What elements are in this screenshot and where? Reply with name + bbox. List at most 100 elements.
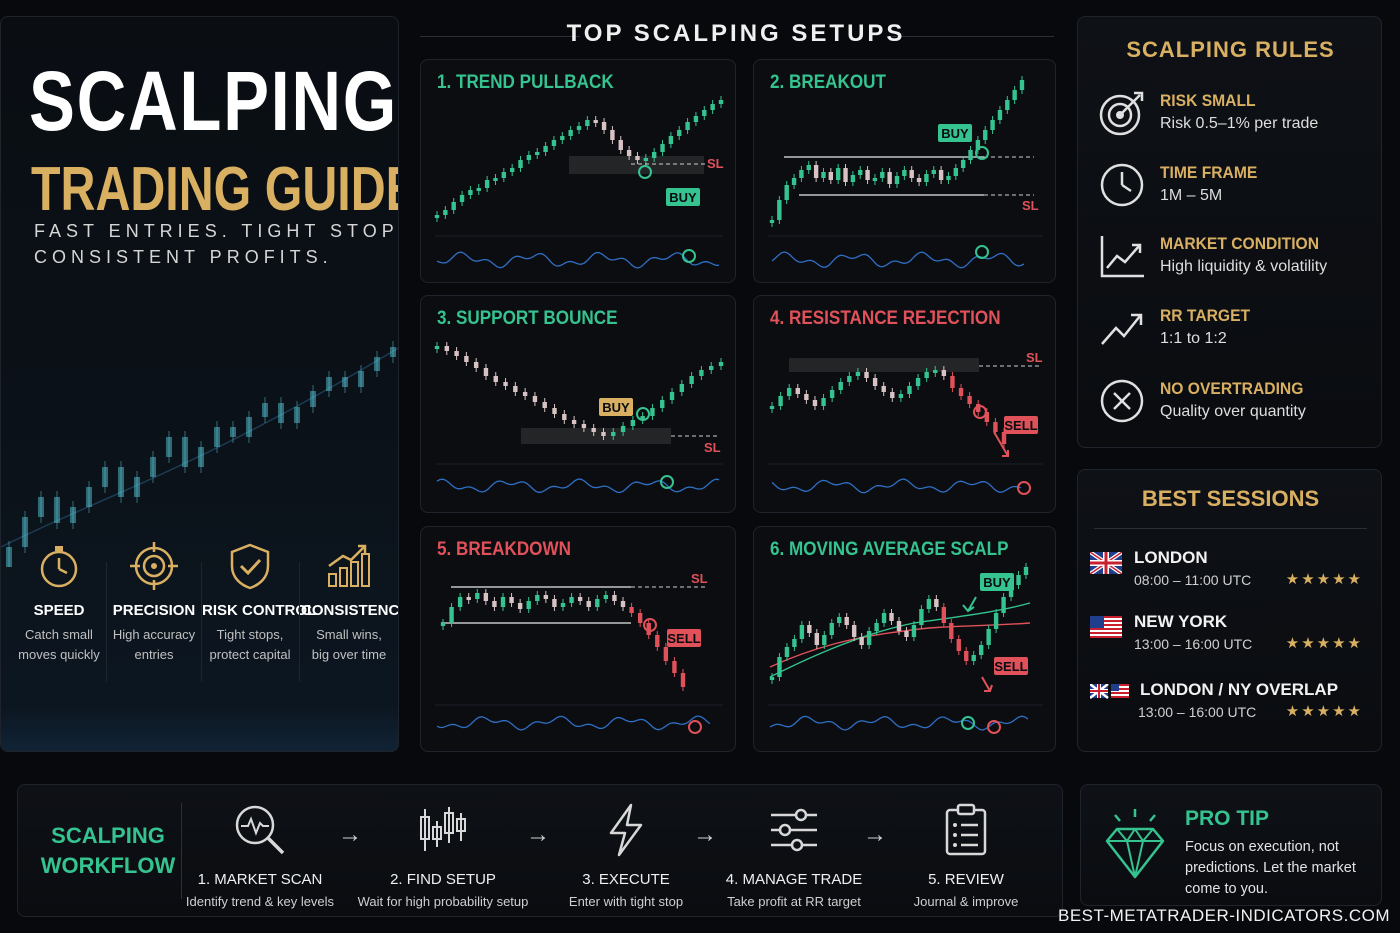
candle-body	[685, 122, 690, 130]
candle-body	[468, 190, 473, 195]
candle-body	[993, 422, 998, 432]
candle-body	[887, 172, 892, 184]
candle-body	[938, 170, 944, 180]
stop-loss-label: SL	[707, 156, 724, 171]
candle-body	[889, 613, 894, 621]
uk-flag-icon	[1090, 552, 1122, 574]
candle-body	[983, 130, 988, 140]
candle-body	[522, 392, 528, 396]
step-desc: Enter with tight stop	[568, 894, 684, 909]
candle-body	[532, 396, 538, 402]
candle-body	[54, 497, 60, 523]
candle-body	[198, 447, 204, 467]
session-rating: ★★★★★	[1285, 635, 1363, 652]
candle-body	[822, 635, 827, 645]
candle-body	[804, 394, 809, 400]
candle-body	[629, 607, 634, 613]
candle-body	[610, 130, 615, 140]
candle-body	[792, 639, 797, 647]
keyboard-glow	[1, 707, 398, 751]
clipboard-icon	[945, 803, 987, 856]
candle-body	[483, 593, 489, 601]
candle-body	[960, 160, 966, 168]
candle-body	[493, 178, 498, 181]
candle-body	[457, 597, 463, 607]
candle-body	[585, 120, 590, 126]
candle-body	[543, 595, 549, 599]
candle-body	[571, 420, 577, 424]
candle-body	[443, 210, 448, 215]
pro-tip-text: Focus on execution, not predictions. Let…	[1185, 839, 1356, 898]
setup-card-trend-pullback: SL BUY 1. TREND PULLBACK	[420, 59, 736, 283]
candle-body	[655, 635, 660, 647]
candle-body	[509, 597, 514, 603]
candle-body	[672, 661, 677, 673]
candle-body	[551, 140, 557, 146]
feature-risk-control: RISK CONTROL Tight stops, protect capital	[202, 542, 317, 664]
feature-speed: SPEED Catch small moves quickly	[11, 542, 107, 664]
candle-body	[958, 388, 964, 396]
candle-body	[475, 593, 480, 599]
candle-body	[595, 599, 600, 607]
signal-label: BUY	[669, 190, 697, 205]
signal-label: SELL	[994, 659, 1027, 674]
hero-title: SCALPING	[29, 54, 399, 148]
setup-card-breakdown: SL SELL 5. BREAKDOWN	[420, 526, 736, 752]
website-url[interactable]: BEST-METATRADER-INDICATORS.COM	[1058, 906, 1391, 925]
signal-badge	[980, 573, 1014, 591]
workflow-step-manage-trade: 4. MANAGE TRADE Take profit at RR target	[704, 803, 884, 909]
candle-body	[150, 457, 156, 477]
stop-loss-label: SL	[691, 571, 708, 586]
signal-marker	[961, 716, 975, 730]
oscillator-line	[771, 251, 1025, 269]
candle-body	[858, 170, 863, 175]
candle-body	[837, 617, 842, 623]
signal-marker	[1017, 481, 1031, 495]
candle-body	[881, 386, 886, 392]
setup-card-resistance-rejection: SL SELL 4. RESISTANCE REJECTION	[753, 295, 1056, 513]
candle-body	[835, 168, 841, 180]
candle-body	[500, 597, 506, 607]
candle-body	[509, 168, 515, 172]
candle-body	[102, 467, 108, 487]
candle-body	[1001, 597, 1006, 613]
best-sessions-panel: BEST SESSIONS LONDON 08:00 – 11:00 UTC ★…	[1077, 469, 1382, 752]
hero-subtitle: TRADING GUIDE	[31, 155, 399, 224]
candle-body	[843, 168, 848, 182]
candle-body	[851, 625, 857, 637]
candle-body	[643, 158, 649, 161]
candle-body	[813, 165, 819, 178]
support-zone	[521, 428, 671, 444]
candle-body	[342, 377, 348, 387]
candle-body	[134, 477, 140, 497]
rule-desc: 1M – 5M	[1160, 187, 1223, 204]
candle-body	[569, 597, 574, 603]
candle-body	[660, 144, 665, 152]
feature-title: RISK CONTROL	[202, 602, 317, 619]
candle-body	[586, 601, 591, 607]
setup-card-support-bounce: SL BUY 3. SUPPORT BOUNCE	[420, 295, 736, 513]
session-name: NEW YORK	[1134, 612, 1228, 631]
candle-body	[904, 631, 909, 637]
pro-tip-panel: PRO TIP Focus on execution, not predicti…	[1080, 784, 1382, 906]
stop-loss-label: SL	[1022, 198, 1039, 213]
rule-title: RR TARGET	[1160, 306, 1251, 325]
candle-body	[784, 185, 789, 200]
session-rating: ★★★★★	[1285, 703, 1363, 720]
trend-arrow-icon	[1101, 313, 1143, 345]
workflow-step-execute: 3. EXECUTE Enter with tight stop	[536, 803, 716, 909]
step-desc: Take profit at RR target	[727, 894, 861, 909]
candle-body	[593, 120, 598, 123]
candle-body	[953, 168, 959, 176]
signal-badge	[599, 398, 633, 416]
candle-body	[679, 384, 685, 392]
candle-body	[894, 176, 900, 184]
candle-body	[956, 639, 961, 651]
candle-body	[278, 403, 284, 423]
divider	[420, 36, 580, 37]
candle-body	[646, 623, 651, 635]
candle-body	[880, 172, 885, 178]
candle-body	[603, 595, 609, 599]
rule-risk-small: RISK SMALL Risk 0.5–1% per trade	[1098, 89, 1378, 149]
setup-chart: SL BUY	[434, 342, 724, 494]
